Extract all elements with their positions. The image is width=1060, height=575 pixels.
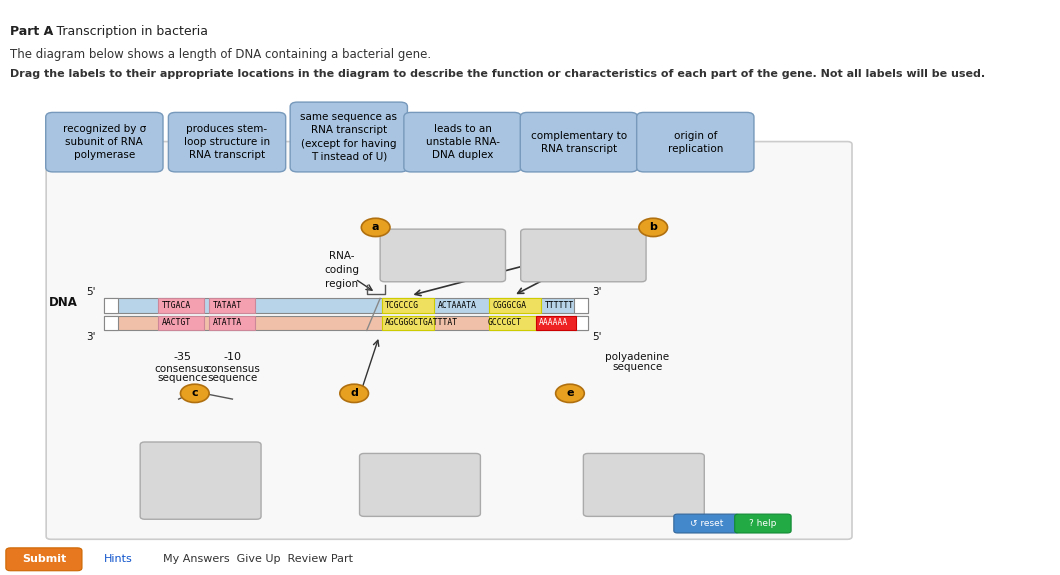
Text: Drag the labels to their appropriate locations in the diagram to describe the fu: Drag the labels to their appropriate loc… (11, 69, 986, 79)
FancyBboxPatch shape (520, 229, 646, 282)
Bar (209, 316, 254, 331)
Bar (104, 316, 118, 331)
Text: consensus: consensus (205, 363, 260, 374)
Bar (158, 298, 204, 313)
Circle shape (361, 218, 390, 236)
FancyBboxPatch shape (104, 298, 588, 313)
Text: -10: -10 (224, 352, 242, 362)
Text: TCGCCCG: TCGCCCG (385, 301, 419, 310)
FancyBboxPatch shape (290, 102, 407, 172)
FancyBboxPatch shape (735, 514, 791, 533)
Text: ↺ reset: ↺ reset (690, 519, 724, 528)
Bar (104, 298, 118, 313)
Text: GCCCGCT: GCCCGCT (488, 319, 522, 328)
FancyBboxPatch shape (140, 442, 261, 519)
Text: complementary to
RNA transcript: complementary to RNA transcript (531, 131, 626, 154)
Bar (209, 298, 254, 313)
Text: - Transcription in bacteria: - Transcription in bacteria (45, 25, 209, 39)
Text: d: d (350, 388, 358, 398)
FancyBboxPatch shape (169, 112, 286, 172)
Circle shape (180, 384, 209, 402)
Text: -35: -35 (173, 352, 191, 362)
Text: ATATTA: ATATTA (213, 319, 242, 328)
Text: recognized by σ
subunit of RNA
polymerase: recognized by σ subunit of RNA polymeras… (63, 124, 146, 160)
Text: RNA-
coding
region: RNA- coding region (324, 251, 359, 289)
Text: TTGACA: TTGACA (162, 301, 191, 310)
Text: 5': 5' (86, 288, 95, 297)
Bar (382, 316, 434, 331)
Text: produces stem-
loop structure in
RNA transcript: produces stem- loop structure in RNA tra… (184, 124, 270, 160)
Text: leads to an
unstable RNA-
DNA duplex: leads to an unstable RNA- DNA duplex (425, 124, 499, 160)
FancyBboxPatch shape (583, 454, 704, 516)
Bar (158, 316, 204, 331)
Bar (490, 316, 542, 331)
Bar (536, 316, 577, 331)
Text: sequence: sequence (208, 373, 258, 384)
Text: AGCGGGCTGATTTAT: AGCGGGCTGATTTAT (385, 319, 458, 328)
FancyBboxPatch shape (381, 229, 506, 282)
Text: polyadenine: polyadenine (605, 352, 669, 362)
Circle shape (555, 384, 584, 402)
Text: inverted repeats: inverted repeats (553, 240, 640, 250)
FancyBboxPatch shape (404, 112, 522, 172)
Bar (382, 298, 434, 313)
FancyBboxPatch shape (6, 548, 82, 571)
Text: c: c (192, 388, 198, 398)
Text: AAAAAA: AAAAAA (538, 319, 568, 328)
Text: sequence: sequence (157, 373, 208, 384)
Text: The diagram below shows a length of DNA containing a bacterial gene.: The diagram below shows a length of DNA … (11, 48, 431, 62)
Text: AACTGT: AACTGT (162, 319, 191, 328)
Text: My Answers  Give Up  Review Part: My Answers Give Up Review Part (162, 554, 353, 564)
Text: sequence: sequence (612, 362, 662, 372)
Text: same sequence as
RNA transcript
(except for having
T instead of U): same sequence as RNA transcript (except … (300, 112, 398, 162)
FancyBboxPatch shape (46, 112, 163, 172)
FancyBboxPatch shape (520, 112, 637, 172)
FancyBboxPatch shape (104, 316, 588, 331)
Text: Submit: Submit (22, 554, 67, 564)
Text: 3': 3' (593, 288, 602, 297)
Text: 3': 3' (86, 332, 95, 342)
FancyBboxPatch shape (637, 112, 754, 172)
Bar (490, 298, 542, 313)
FancyBboxPatch shape (47, 141, 852, 539)
Text: TATAAT: TATAAT (213, 301, 242, 310)
Text: DNA: DNA (49, 297, 77, 309)
Text: b: b (650, 223, 657, 232)
Text: origin of
replication: origin of replication (668, 131, 723, 154)
Circle shape (639, 218, 668, 236)
Bar (575, 298, 588, 313)
FancyBboxPatch shape (674, 514, 739, 533)
Text: CGGGCGA: CGGGCGA (492, 301, 526, 310)
Bar (575, 316, 588, 331)
Text: ACTAAATA: ACTAAATA (439, 301, 477, 310)
Text: Part A: Part A (11, 25, 54, 39)
Text: a: a (372, 223, 379, 232)
Text: consensus: consensus (155, 363, 210, 374)
Text: 5': 5' (593, 332, 602, 342)
Text: Hints: Hints (104, 554, 134, 564)
Text: TTTTTT: TTTTTT (545, 301, 575, 310)
FancyBboxPatch shape (359, 454, 480, 516)
Text: ? help: ? help (748, 519, 776, 528)
Circle shape (340, 384, 369, 402)
Text: e: e (566, 388, 573, 398)
